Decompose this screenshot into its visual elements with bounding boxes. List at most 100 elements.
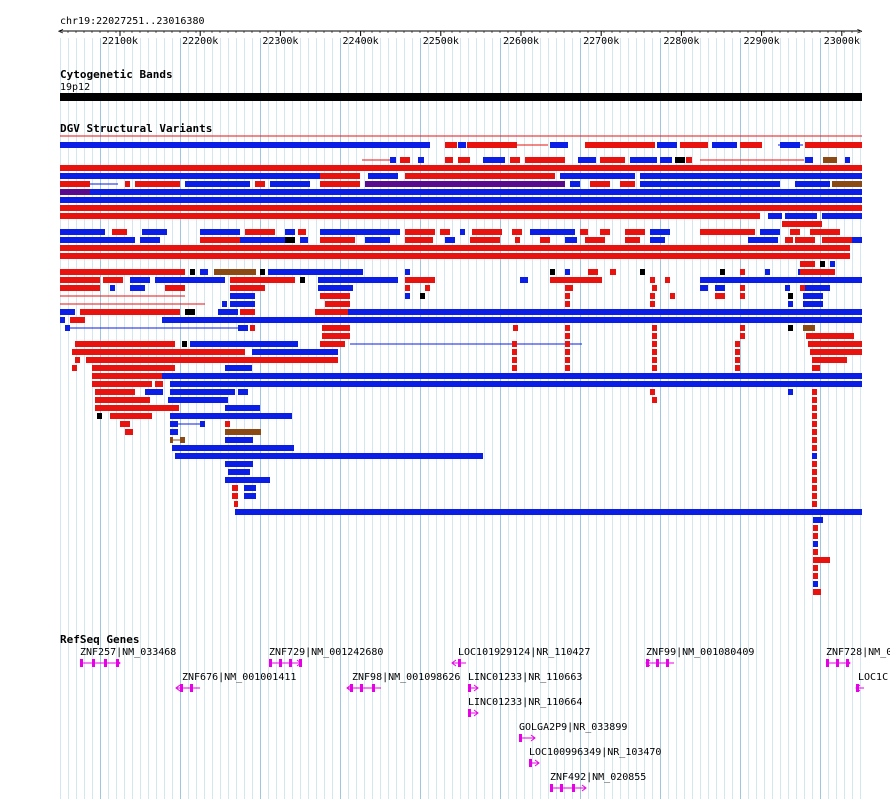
dgv-variant[interactable] — [650, 277, 655, 283]
dgv-variant[interactable] — [748, 237, 778, 243]
dgv-variant[interactable] — [162, 373, 862, 379]
dgv-variant[interactable] — [785, 213, 817, 219]
dgv-variant[interactable] — [60, 229, 105, 235]
dgv-variant[interactable] — [590, 181, 610, 187]
dgv-variant[interactable] — [458, 157, 470, 163]
dgv-variant[interactable] — [513, 325, 518, 331]
dgv-variant[interactable] — [405, 229, 435, 235]
dgv-variant[interactable] — [140, 237, 160, 243]
dgv-variant[interactable] — [238, 325, 248, 331]
dgv-variant[interactable] — [60, 181, 90, 187]
dgv-variant[interactable] — [788, 325, 793, 331]
dgv-variant[interactable] — [565, 325, 570, 331]
dgv-variant[interactable] — [520, 277, 528, 283]
dgv-variant[interactable] — [812, 389, 817, 395]
dgv-variant[interactable] — [625, 229, 645, 235]
dgv-variant[interactable] — [686, 157, 692, 163]
dgv-variant[interactable] — [652, 341, 657, 347]
dgv-variant[interactable] — [830, 261, 835, 267]
dgv-variant[interactable] — [75, 341, 175, 347]
dgv-variant[interactable] — [228, 469, 250, 475]
dgv-variant[interactable] — [585, 142, 655, 148]
dgv-variant[interactable] — [170, 437, 173, 443]
dgv-variant[interactable] — [813, 565, 818, 571]
dgv-variant[interactable] — [130, 285, 145, 291]
dgv-variant[interactable] — [812, 445, 817, 451]
dgv-variant[interactable] — [470, 237, 500, 243]
dgv-variant[interactable] — [800, 269, 835, 275]
dgv-variant[interactable] — [810, 229, 840, 235]
refseq-gene[interactable]: ZNF492|NM_020855 — [550, 772, 646, 792]
dgv-variant[interactable] — [440, 229, 450, 235]
dgv-variant[interactable] — [812, 429, 817, 435]
dgv-variant[interactable] — [650, 293, 655, 299]
dgv-variant[interactable] — [72, 349, 245, 355]
dgv-variant[interactable] — [812, 453, 817, 459]
dgv-variant[interactable] — [675, 157, 685, 163]
dgv-variant[interactable] — [652, 285, 657, 291]
dgv-variant[interactable] — [565, 285, 573, 291]
dgv-variant[interactable] — [700, 285, 708, 291]
dgv-variant[interactable] — [235, 509, 862, 515]
dgv-variant[interactable] — [735, 349, 740, 355]
dgv-variant[interactable] — [700, 277, 862, 283]
dgv-variant[interactable] — [715, 285, 725, 291]
refseq-gene[interactable]: LINC01233|NR_110663 — [468, 672, 582, 692]
dgv-variant[interactable] — [740, 269, 745, 275]
dgv-variant[interactable] — [460, 229, 465, 235]
dgv-variant[interactable] — [120, 421, 130, 427]
dgv-variant[interactable] — [285, 237, 295, 243]
dgv-variant[interactable] — [135, 181, 180, 187]
dgv-variant[interactable] — [812, 365, 820, 371]
dgv-variant[interactable] — [252, 349, 338, 355]
dgv-variant[interactable] — [268, 269, 363, 275]
dgv-variant[interactable] — [225, 405, 260, 411]
dgv-variant[interactable] — [652, 397, 657, 403]
dgv-variant[interactable] — [735, 357, 740, 363]
dgv-variant[interactable] — [405, 293, 410, 299]
dgv-variant[interactable] — [172, 445, 294, 451]
dgv-variant[interactable] — [512, 357, 517, 363]
dgv-variant[interactable] — [162, 317, 862, 323]
dgv-variant[interactable] — [320, 237, 355, 243]
dgv-variant[interactable] — [182, 341, 187, 347]
dgv-variant[interactable] — [803, 293, 823, 299]
dgv-variant[interactable] — [285, 229, 295, 235]
dgv-variant[interactable] — [92, 365, 175, 371]
cytoband-track[interactable]: Cytogenetic Bands 19p12 — [60, 68, 862, 101]
dgv-variant[interactable] — [445, 157, 453, 163]
dgv-variant[interactable] — [515, 237, 520, 243]
dgv-features[interactable] — [60, 135, 862, 595]
dgv-variant[interactable] — [200, 229, 240, 235]
dgv-variant[interactable] — [795, 237, 815, 243]
dgv-variant[interactable] — [813, 557, 830, 563]
dgv-variant[interactable] — [720, 269, 725, 275]
dgv-variant[interactable] — [670, 293, 675, 299]
dgv-variant[interactable] — [318, 285, 353, 291]
dgv-variant[interactable] — [255, 181, 265, 187]
dgv-variant[interactable] — [820, 261, 825, 267]
dgv-variant[interactable] — [80, 309, 180, 315]
dgv-variant[interactable] — [300, 277, 305, 283]
dgv-variant[interactable] — [812, 357, 847, 363]
dgv-variant[interactable] — [200, 421, 205, 427]
dgv-variant[interactable] — [445, 142, 457, 148]
dgv-variant[interactable] — [170, 413, 292, 419]
dgv-variant[interactable] — [200, 269, 208, 275]
refseq-track[interactable]: RefSeq Genes ZNF257|NM_033468 ZNF729|NM_0… — [60, 633, 890, 792]
dgv-variant[interactable] — [810, 349, 862, 355]
refseq-gene[interactable]: ZNF99|NM_001080409 — [645, 647, 754, 667]
dgv-variant[interactable] — [808, 341, 862, 347]
dgv-variant[interactable] — [348, 309, 862, 315]
dgv-variant[interactable] — [512, 229, 522, 235]
dgv-variant[interactable] — [565, 269, 570, 275]
dgv-variant[interactable] — [565, 349, 570, 355]
dgv-variant[interactable] — [325, 301, 350, 307]
dgv-variant[interactable] — [782, 221, 822, 227]
dgv-variant[interactable] — [190, 269, 195, 275]
dgv-variant[interactable] — [585, 237, 605, 243]
dgv-variant[interactable] — [812, 461, 817, 467]
dgv-variant[interactable] — [620, 181, 635, 187]
dgv-variant[interactable] — [185, 309, 195, 315]
dgv-variant[interactable] — [60, 269, 185, 275]
